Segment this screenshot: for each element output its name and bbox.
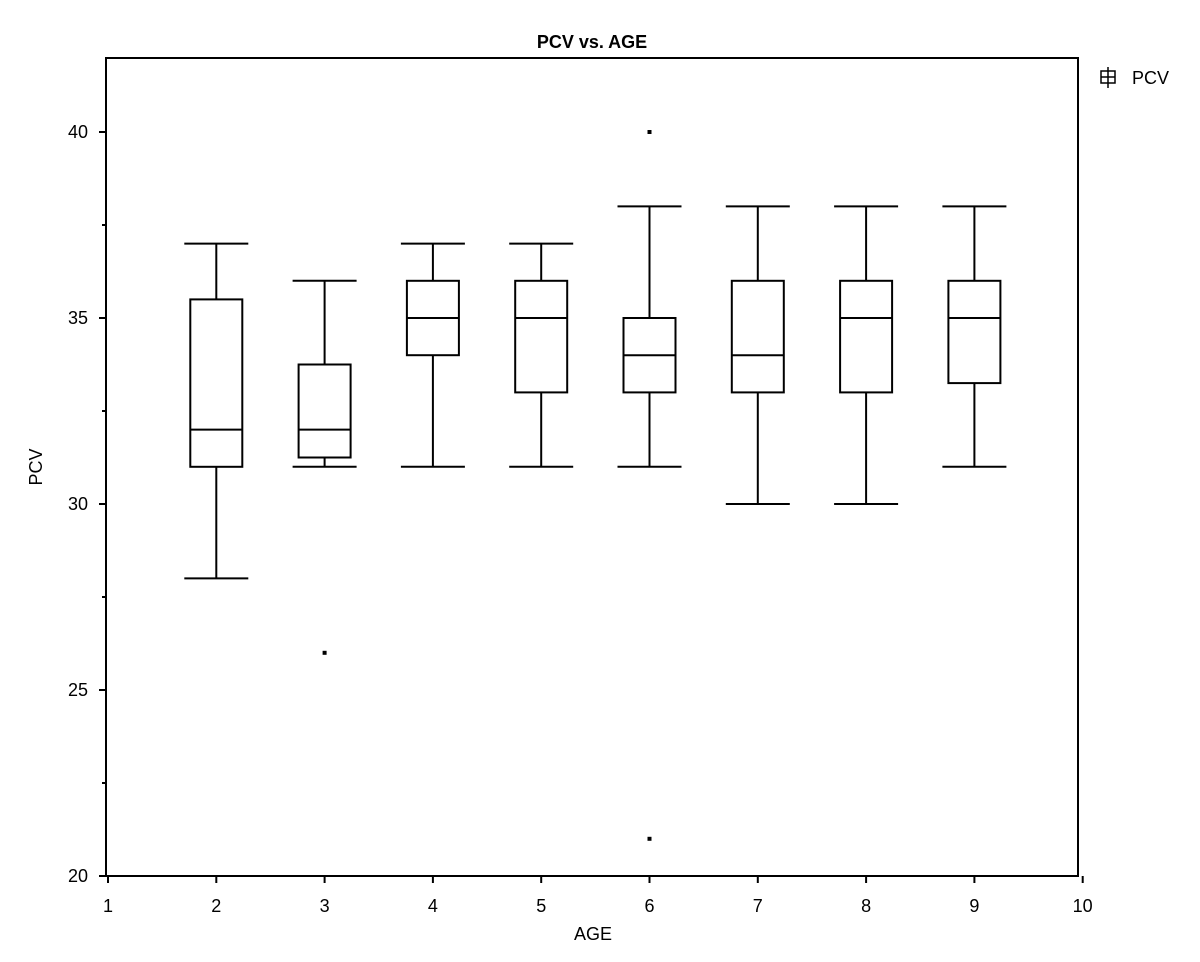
x-tick-label: 10 <box>1073 896 1093 916</box>
box-age-7 <box>725 205 790 505</box>
x-tick-label: 3 <box>320 896 330 916</box>
y-tick-label: 30 <box>68 494 88 514</box>
y-tick-label: 25 <box>68 680 88 700</box>
x-tick-label: 9 <box>969 896 979 916</box>
x-tick-label: 2 <box>211 896 221 916</box>
box-age-9 <box>942 205 1007 468</box>
x-tick-label: 4 <box>428 896 438 916</box>
box-age-4 <box>400 242 465 468</box>
box-series-pcv <box>184 130 1007 841</box>
box-age-5 <box>509 242 574 468</box>
chart-title: PCV vs. AGE <box>537 32 647 52</box>
y-tick-label: 40 <box>68 122 88 142</box>
x-tick-label: 6 <box>644 896 654 916</box>
iqr-box <box>189 298 244 468</box>
x-tick-label: 5 <box>536 896 546 916</box>
legend-box-icon <box>1100 67 1116 88</box>
y-axis: 20 25 30 35 40 <box>68 122 106 886</box>
legend: PCV <box>1100 67 1169 88</box>
x-axis: 1 2 3 4 5 6 7 8 9 10 <box>103 876 1093 916</box>
outlier-point <box>322 650 327 655</box>
y-tick-label: 20 <box>68 866 88 886</box>
iqr-box <box>514 279 569 394</box>
x-axis-label: AGE <box>574 924 612 944</box>
iqr-box <box>297 363 352 459</box>
iqr-box <box>730 279 785 394</box>
box-age-6 <box>617 130 682 841</box>
iqr-box <box>839 279 894 394</box>
legend-label-pcv: PCV <box>1132 68 1169 88</box>
box-age-2 <box>184 242 249 580</box>
box-age-3 <box>292 279 357 655</box>
x-tick-label: 1 <box>103 896 113 916</box>
y-tick-label: 35 <box>68 308 88 328</box>
box-age-8 <box>834 205 899 505</box>
plot-area-frame <box>105 57 1079 877</box>
outlier-point <box>647 836 652 841</box>
outlier-point <box>647 130 652 134</box>
iqr-box <box>947 279 1002 385</box>
x-tick-label: 8 <box>861 896 871 916</box>
x-tick-label: 7 <box>753 896 763 916</box>
y-axis-label: PCV <box>26 448 46 485</box>
